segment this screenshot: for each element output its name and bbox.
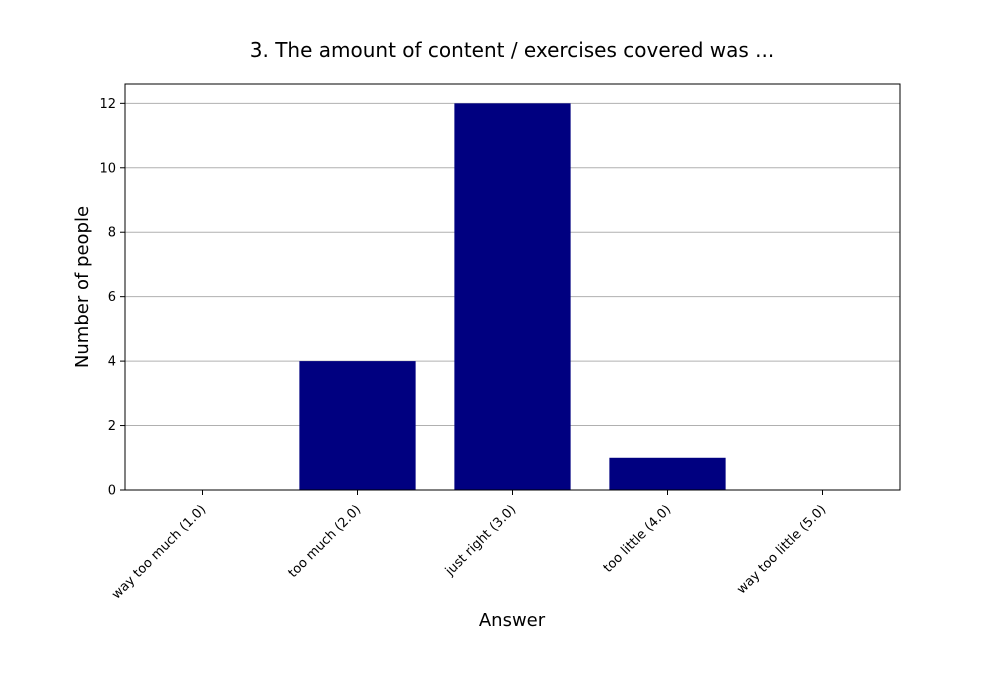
x-tick-label: way too little (5.0) xyxy=(734,502,829,597)
x-axis: way too much (1.0) too much (2.0) just rig… xyxy=(109,490,829,602)
x-tick-label: just right (3.0) xyxy=(442,502,519,579)
x-axis-label: Answer xyxy=(479,610,546,631)
y-tick-label: 8 xyxy=(108,226,116,241)
y-tick-label: 2 xyxy=(108,419,116,434)
bar xyxy=(299,361,416,490)
y-tick-label: 10 xyxy=(99,161,116,176)
y-axis: 0 2 4 6 8 10 12 xyxy=(99,97,125,499)
y-tick-label: 12 xyxy=(99,97,116,112)
x-tick-label: too little (4.0) xyxy=(601,502,675,576)
chart-title: 3. The amount of content / exercises cov… xyxy=(250,38,774,62)
x-tick-label: too much (2.0) xyxy=(286,502,365,581)
y-tick-label: 4 xyxy=(108,355,116,370)
bar xyxy=(454,103,571,490)
bars xyxy=(299,103,726,490)
y-tick-label: 0 xyxy=(108,484,116,499)
y-tick-label: 6 xyxy=(108,290,116,305)
bar xyxy=(609,457,726,490)
y-axis-label: Number of people xyxy=(72,206,93,368)
x-tick-label: way too much (1.0) xyxy=(109,502,209,602)
